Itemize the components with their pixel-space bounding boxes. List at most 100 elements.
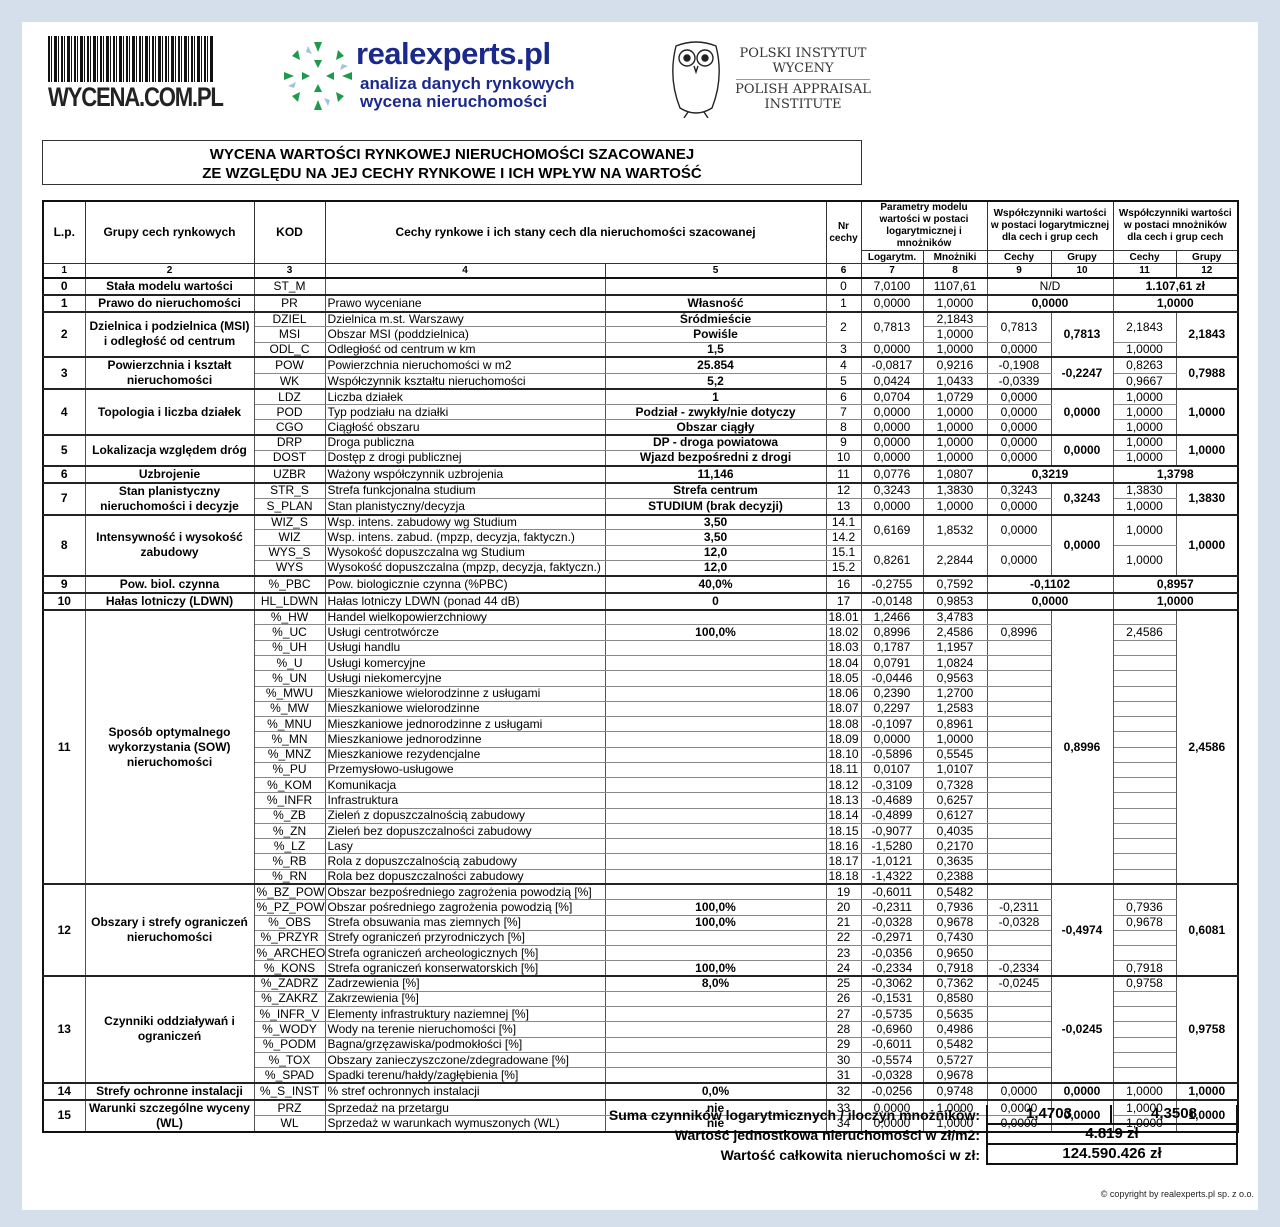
feature-description: Strefy ograniczeń przyrodniczych [%] [324, 929, 606, 947]
feature-description: Strefa ograniczeń konserwatorskich [%] [324, 960, 606, 977]
log-param: 0,0424 [860, 372, 924, 390]
feature-state [604, 838, 827, 855]
group-mult-coefficient: 1,0000 [1175, 388, 1239, 436]
feature-state: nie [604, 1098, 827, 1117]
feature-state: 12,0 [604, 559, 827, 577]
feature-mult-coefficient [1112, 853, 1177, 870]
feature-number: 18.17 [825, 853, 862, 870]
feature-log-coefficient: -0,2334 [986, 960, 1052, 977]
log-param: 0,6169 [860, 513, 924, 546]
table-row: 8 Intensywność i wysokość zabudowy WIZ_S Ws… [42, 513, 1239, 577]
feature-description: Typ podziału na działki [324, 404, 606, 421]
group-log-coefficient: -0,2247 [1050, 356, 1114, 390]
feature-number: 18.15 [825, 822, 862, 840]
table-row: %_MN Mieszkaniowe jednorodzinne 18.09 0,000… [43, 731, 1238, 748]
table-row: 1 Prawo do nieruchomości PR Prawo wyceniane… [42, 293, 1239, 312]
table-row: %_RB Rola z dopuszczalnością zabudowy 18.1… [43, 853, 1238, 870]
feature-state [604, 777, 827, 794]
unit-value: 4.819 zł [986, 1125, 1238, 1145]
log-param: -0,0328 [860, 1067, 924, 1084]
piw-text-2: WYCENY [772, 61, 834, 76]
mult-param: 1,0000 [922, 498, 988, 516]
feature-number: 26 [825, 990, 862, 1008]
log-param: -0,5735 [860, 1006, 924, 1023]
feature-state: 100,0% [604, 960, 827, 977]
feature-log-coefficient: 0,3243 [986, 481, 1052, 500]
group-mult-coefficient: 1,0000 [1175, 1098, 1239, 1133]
log-coefficient-merged: -0,1102 [986, 574, 1114, 594]
feature-mult-coefficient [1112, 1067, 1177, 1084]
log-param: -0,6011 [860, 1036, 924, 1053]
mult-param: 1107,61 [922, 276, 988, 295]
feature-log-coefficient: 0,0000 [986, 1081, 1052, 1101]
feature-description: Ważony współczynnik uzbrojenia [324, 464, 606, 484]
mult-param: 2,2844 [922, 544, 988, 577]
group-name: Obszary i strefy ograniczeń nieruchomośc… [84, 883, 255, 977]
feature-description: Strefa obsuwania mas ziemnych [%] [324, 914, 606, 931]
table-row: %_OBS Strefa obsuwania mas ziemnych [%] 10… [43, 914, 1238, 931]
feature-description: Infrastruktura [324, 792, 606, 809]
header-features-mult: Cechy [1112, 250, 1177, 264]
group-log-coefficient: 0,8996 [1050, 608, 1114, 885]
feature-description: Dostęp z drogi publicznej [324, 449, 606, 467]
mult-param: 0,4035 [922, 822, 988, 840]
feature-number: 20 [825, 899, 862, 916]
mult-param: 0,7936 [922, 899, 988, 916]
feature-description: Usługi centrotwórcze [324, 624, 606, 641]
feature-mult-coefficient: 1,0000 [1112, 341, 1177, 358]
table-row: %_WODY Wody na terenie nieruchomości [%] 2… [43, 1021, 1238, 1038]
feature-mult-coefficient [1112, 670, 1177, 687]
feature-code: %_S_INST [253, 1081, 326, 1101]
log-param: 0,0000 [860, 449, 924, 467]
feature-mult-coefficient: 1,0000 [1112, 419, 1177, 436]
feature-description: Mieszkaniowe wielorodzinne z usługami [324, 685, 606, 702]
feature-state: STUDIUM (brak decyzji) [604, 498, 827, 516]
feature-mult-coefficient [1112, 945, 1177, 962]
log-param: -0,0356 [860, 945, 924, 962]
feature-number: 18.03 [825, 639, 862, 656]
feature-log-coefficient: -0,0245 [986, 975, 1052, 992]
header-groups-mult: Grupy [1175, 250, 1239, 264]
feature-mult-coefficient: 0,9758 [1112, 975, 1177, 992]
feature-code: %_PZ_POW [253, 899, 326, 916]
mult-param: 2,1843 [922, 310, 988, 328]
realexperts-logo-text: realexperts.pl [356, 36, 551, 71]
group-number: 8 [42, 513, 86, 577]
table-row: DOST Dostęp z drogi publicznej Wjazd bezpo… [43, 449, 1238, 467]
group-number: 5 [42, 434, 86, 467]
header-log: Logarytm. [860, 250, 924, 264]
feature-mult-coefficient [1112, 792, 1177, 809]
feature-number: 29 [825, 1036, 862, 1053]
table-row: WYS_S Wysokość dopuszczalna wg Studium 12,… [43, 544, 1238, 577]
feature-state: 100,0% [604, 899, 827, 916]
log-coefficient-merged: N/D [986, 276, 1114, 295]
feature-number: 0 [825, 276, 862, 295]
feature-log-coefficient [986, 990, 1052, 1008]
mult-param: 0,4986 [922, 1021, 988, 1038]
table-row: 2 Dzielnica i podzielnica (MSI) i odległo… [42, 310, 1239, 358]
table-row: %_MNU Mieszkaniowe jednorodzinne z usługa… [43, 716, 1238, 733]
group-number: 12 [42, 883, 86, 977]
mult-param: 0,7430 [922, 929, 988, 947]
feature-code: POW [253, 356, 326, 374]
table-row: WYS Wysokość dopuszczalna (mpzp, decyzja,… [43, 559, 1238, 577]
column-number: 1 [42, 263, 86, 279]
feature-log-coefficient [986, 1067, 1052, 1084]
table-row: 12 Obszary i strefy ograniczeń nieruchomo… [42, 883, 1239, 977]
group-name: Strefy ochronne instalacji [84, 1081, 255, 1101]
log-param: -0,3109 [860, 777, 924, 794]
feature-number: 3 [825, 341, 862, 358]
feature-log-coefficient: 0,8996 [986, 624, 1052, 641]
feature-mult-coefficient: 1,0000 [1112, 434, 1177, 451]
feature-code: %_KONS [253, 960, 326, 977]
mult-param: 1,0000 [922, 404, 988, 421]
feature-mult-coefficient [1112, 731, 1177, 748]
feature-number: 18.05 [825, 670, 862, 687]
mult-param: 1,0000 [922, 341, 988, 358]
feature-code: WYS_S [253, 544, 326, 561]
feature-code: %_ARCHEO [253, 945, 326, 962]
feature-mult-coefficient [1112, 700, 1177, 718]
group-name: Uzbrojenie [84, 464, 255, 484]
log-param: 0,0704 [860, 388, 924, 406]
feature-number: 28 [825, 1021, 862, 1038]
